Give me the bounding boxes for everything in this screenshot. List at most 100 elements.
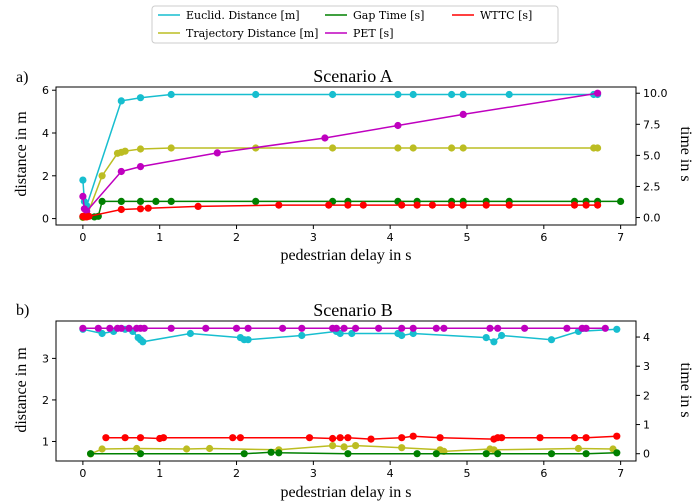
data-point-pet-s [79,324,87,332]
data-point-euclid-distance-m [329,90,337,99]
data-point-pet-s [409,324,417,332]
legend-label-pet: PET [s] [353,27,394,40]
data-point-gap-time-s [547,450,556,458]
data-point-gap-time-s [613,449,621,457]
data-point-trajectory-distance-m [183,445,191,453]
data-point-wttc-s [536,434,544,442]
data-point-euclid-distance-m [79,176,87,184]
data-point-wttc-s [409,432,417,440]
data-point-gap-time-s [136,450,145,458]
data-point-wttc-s [325,201,333,209]
y2-tick-label: 5.0 [643,149,661,162]
y-tick-label: 6 [42,84,49,97]
data-point-pet-s [394,121,402,130]
data-point-pet-s [459,110,467,118]
series-line-gap-time-s [82,200,621,218]
data-point-wttc-s [582,434,590,442]
data-point-wttc-s [336,434,344,442]
data-point-wttc-s [275,201,283,209]
data-point-pet-s [136,163,145,171]
data-point-euclid-distance-m [448,90,456,99]
plot-frame [55,320,637,462]
data-point-wttc-s [367,435,375,443]
data-point-trajectory-distance-m [352,442,360,450]
data-point-trajectory-distance-m [133,444,141,453]
data-point-trajectory-distance-m [329,442,337,450]
data-point-wttc-s [329,434,337,443]
data-point-wttc-s [582,201,590,209]
data-point-pet-s [398,324,406,332]
data-point-pet-s [244,324,252,332]
series-line-trajectory-distance-m [90,444,614,455]
data-point-wttc-s [436,434,444,442]
data-point-trajectory-distance-m [448,144,456,152]
y2-tick-label: 2 [643,389,650,402]
data-point-pet-s [106,324,114,332]
data-point-pet-s [202,324,210,332]
data-point-trajectory-distance-m [98,445,106,453]
data-point-pet-s [79,192,87,200]
data-point-wttc-s [448,201,456,209]
plot-frame [55,86,637,226]
data-point-gap-time-s [87,450,95,458]
data-point-wttc-s [144,204,152,212]
data-point-euclid-distance-m [482,334,490,342]
ylabel-a: distance in m [13,111,30,197]
data-point-pet-s [521,324,529,332]
data-point-euclid-distance-m [167,90,175,99]
data-point-gap-time-s [117,197,125,205]
y-tick-label: 2 [42,394,49,407]
x-tick-label: 6 [540,467,547,480]
data-point-gap-time-s [413,450,421,458]
y-tick-label: 3 [42,352,49,365]
data-point-pet-s [486,324,494,332]
data-point-pet-s [582,324,590,332]
data-point-gap-time-s [252,197,260,205]
data-point-trajectory-distance-m [98,172,106,180]
y-tick-label: 2 [42,170,49,183]
data-point-pet-s [352,324,360,332]
data-point-gap-time-s [167,197,175,205]
data-point-pet-s [298,324,306,332]
data-point-euclid-distance-m [298,331,306,340]
data-point-pet-s [232,324,241,332]
data-point-pet-s [140,324,148,332]
data-point-wttc-s [102,434,110,442]
data-point-wttc-s [428,201,436,209]
data-point-wttc-s [159,434,168,442]
y-tick-label: 1 [42,435,49,448]
y2-tick-label: 4 [643,331,650,344]
data-point-wttc-s [594,201,602,209]
data-point-pet-s [601,324,609,332]
data-point-trajectory-distance-m [459,144,467,152]
data-point-gap-time-s [617,197,625,205]
data-point-euclid-distance-m [409,90,417,99]
data-point-euclid-distance-m [139,338,147,346]
data-point-trajectory-distance-m [136,145,145,153]
legend-label-wttc: WTTC [s] [480,9,532,22]
data-point-wttc-s [398,434,406,442]
data-point-wttc-s [344,434,352,442]
data-point-pet-s [279,324,287,332]
y-tick-label: 4 [42,127,49,140]
legend-label-trajectory: Trajectory Distance [m] [186,27,318,40]
data-point-trajectory-distance-m [121,147,129,155]
data-point-euclid-distance-m [398,331,406,340]
x-tick-label: 0 [79,467,86,480]
data-point-wttc-s [229,434,237,442]
data-point-wttc-s [498,434,506,442]
legend-label-gap-time: Gap Time [s] [353,9,424,22]
data-point-wttc-s [505,201,513,209]
data-point-pet-s [167,324,175,332]
y2-tick-label: 3 [643,360,650,373]
data-point-euclid-distance-m [117,97,125,105]
x-tick-label: 7 [617,467,624,480]
series-line-euclid-distance-m [82,93,598,208]
plot-area-a: 0 1 2 3 4 5 6 7 0 2 4 6 0.0 2.5 5.0 7.5 10.0 [42,84,668,244]
x-tick-label: 2 [233,231,240,244]
x-tick-label: 1 [156,231,163,244]
data-point-euclid-distance-m [613,325,621,333]
x-tick-label: 3 [310,467,317,480]
data-point-gap-time-s [494,450,502,458]
panel-scenario-a: a) Scenario A pedestrian delay in s dist… [13,66,694,264]
